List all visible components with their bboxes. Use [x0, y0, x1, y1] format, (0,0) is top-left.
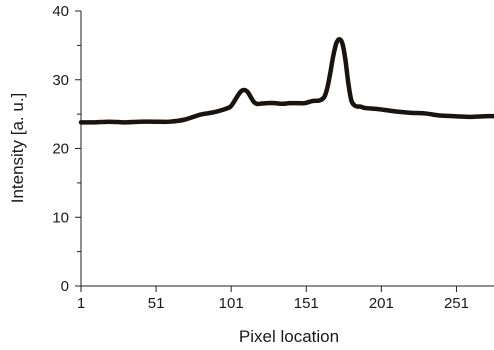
y-tick-label: 10 [52, 209, 69, 226]
y-tick-label: 40 [52, 3, 69, 20]
y-tick-label: 20 [52, 141, 69, 158]
x-tick-label: 101 [219, 295, 244, 312]
x-tick-label: 201 [369, 295, 394, 312]
y-tick-label: 30 [52, 72, 69, 89]
x-tick-label: 151 [294, 295, 319, 312]
x-axis: 1 51 101 151 201 251 [77, 285, 494, 312]
series-line [78, 36, 494, 125]
series-layer [78, 36, 494, 125]
x-tick-label: 1 [77, 295, 85, 312]
x-tick-label: 251 [444, 295, 469, 312]
x-tick-label: 51 [148, 295, 165, 312]
y-axis: 0 10 20 30 40 [52, 3, 82, 295]
x-axis-label: Pixel location [239, 327, 339, 346]
y-axis-label: Intensity [a. u.] [8, 93, 27, 204]
y-tick-label: 0 [61, 278, 69, 295]
